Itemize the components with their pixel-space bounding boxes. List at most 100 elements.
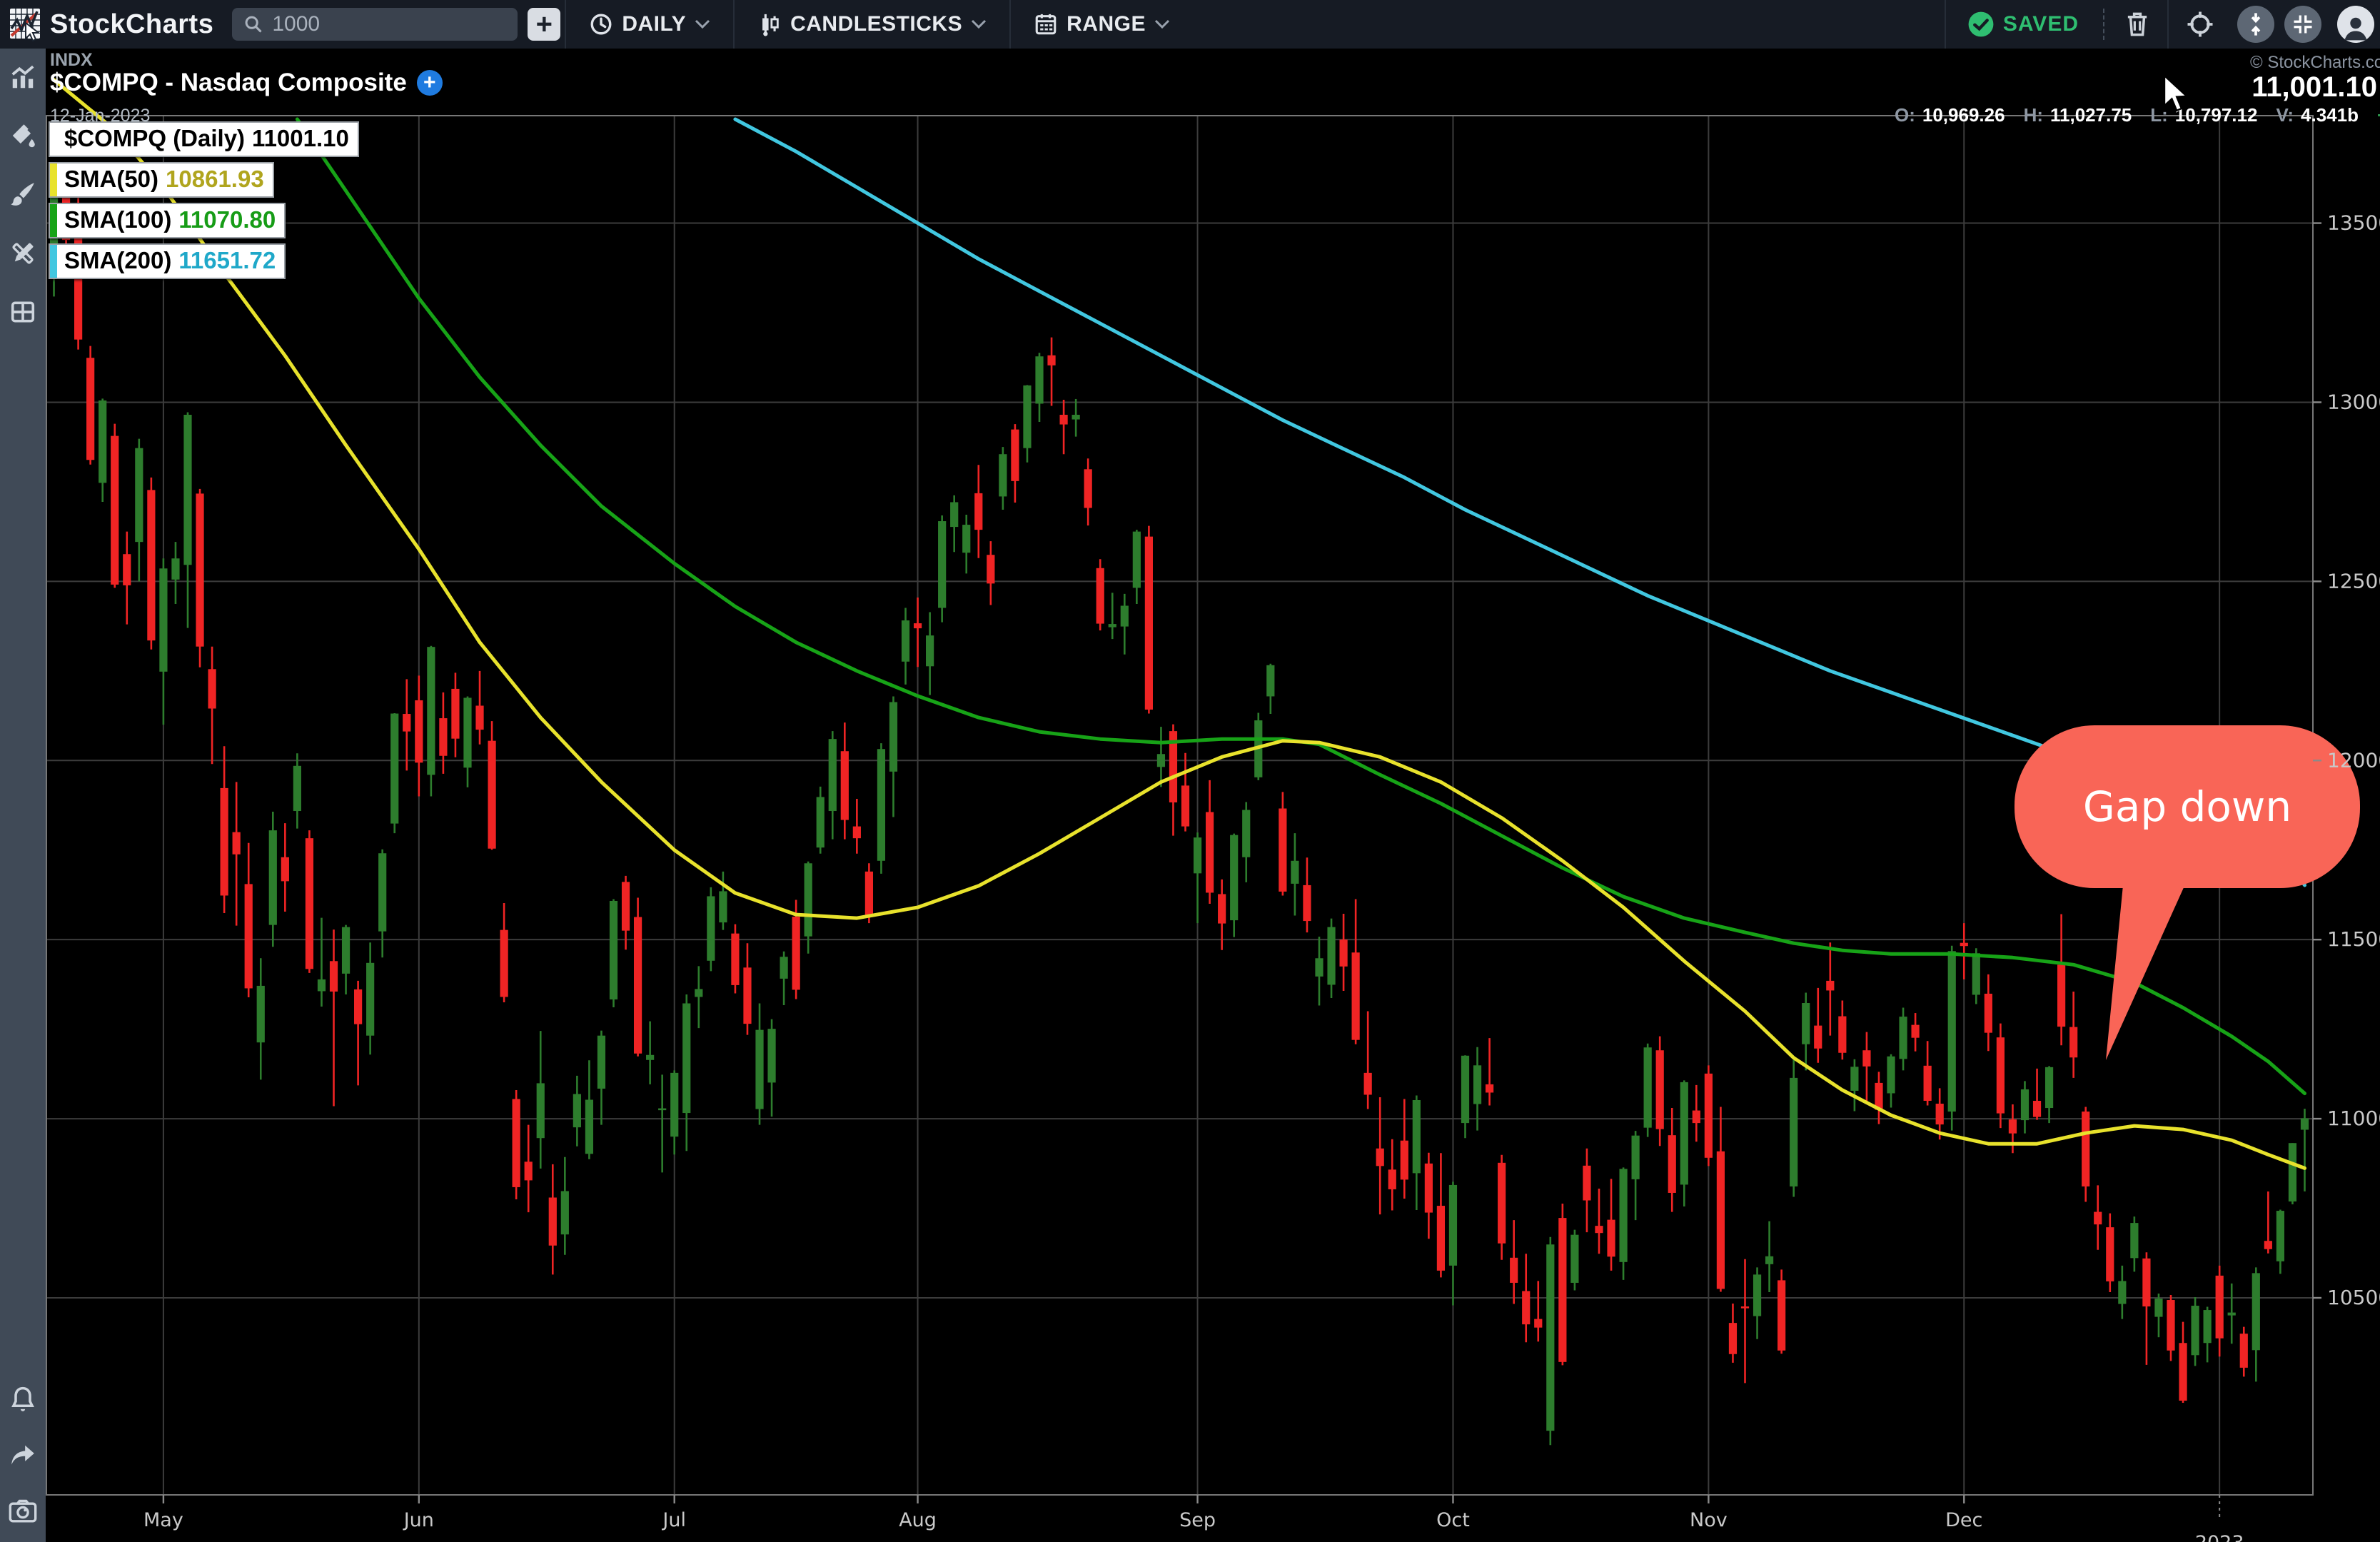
dashed-divider bbox=[2103, 9, 2104, 40]
svg-text:11500: 11500 bbox=[2327, 927, 2380, 951]
open-label: O: bbox=[1895, 104, 1915, 126]
stockcharts-logo-icon[interactable] bbox=[9, 7, 43, 41]
fill-icon[interactable] bbox=[9, 122, 36, 149]
legend-value: 11651.72 bbox=[178, 247, 276, 273]
legend-item-sma100[interactable]: SMA(100) 11070.80 bbox=[49, 203, 286, 238]
menu-range-label: RANGE bbox=[1067, 12, 1146, 36]
calendar-icon bbox=[1035, 14, 1057, 35]
volume-value: 4.341b bbox=[2301, 104, 2359, 126]
svg-text:Jun: Jun bbox=[403, 1509, 434, 1531]
user-icon bbox=[2344, 17, 2367, 41]
annotate-tools-icon[interactable] bbox=[9, 240, 36, 267]
legend-item-sma200[interactable]: SMA(200) 11651.72 bbox=[49, 243, 286, 279]
legend-item-sma50[interactable]: SMA(50) 10861.93 bbox=[49, 162, 274, 198]
search-icon bbox=[245, 16, 262, 33]
left-tool-sidebar bbox=[0, 49, 46, 1542]
camera-icon[interactable] bbox=[9, 1499, 37, 1523]
legend-swatch bbox=[50, 204, 57, 237]
menu-period[interactable]: DAILY bbox=[570, 0, 729, 49]
chevron-down-icon bbox=[972, 19, 987, 29]
clock-icon bbox=[590, 14, 612, 35]
low-label: L: bbox=[2150, 104, 2168, 126]
legend-swatch bbox=[50, 123, 57, 156]
copyright-label: © StockCharts.com bbox=[2250, 53, 2380, 72]
chevron-down-icon bbox=[1154, 19, 1170, 29]
candles-layer bbox=[49, 171, 2309, 1446]
add-symbol-icon[interactable]: + bbox=[416, 70, 443, 96]
menu-chart-type-label: CANDLESTICKS bbox=[790, 12, 963, 36]
compress-icon bbox=[2294, 15, 2312, 34]
brand-name[interactable]: StockCharts bbox=[50, 9, 214, 39]
legend-label: SMA(200) bbox=[64, 247, 172, 273]
svg-text:Sep: Sep bbox=[1179, 1509, 1216, 1531]
svg-text:12000: 12000 bbox=[2327, 748, 2380, 772]
annotation-text: Gap down bbox=[2083, 782, 2291, 831]
toolbar-divider bbox=[565, 0, 567, 49]
low-value: 10,797.12 bbox=[2174, 104, 2258, 126]
add-chart-button[interactable]: + bbox=[528, 8, 561, 41]
grid-layout-icon[interactable] bbox=[9, 298, 36, 326]
chart-title-row: $COMPQ - Nasdaq Composite + bbox=[50, 69, 443, 97]
change-value: +69.43 (+0.64%) bbox=[2377, 104, 2380, 126]
delete-chart-button[interactable] bbox=[2112, 11, 2163, 38]
chart-settings-icon[interactable] bbox=[9, 64, 36, 91]
menu-range[interactable]: RANGE bbox=[1015, 0, 1189, 49]
high-value: 11,027.75 bbox=[2050, 104, 2132, 126]
collapse-vertical-icon bbox=[2251, 13, 2261, 36]
toolbar-divider bbox=[733, 0, 735, 49]
account-button[interactable] bbox=[2337, 6, 2374, 43]
mouse-cursor bbox=[2163, 74, 2189, 112]
annotation-gap-down[interactable]: Gap down bbox=[2015, 725, 2360, 1060]
page-title: $COMPQ - Nasdaq Composite bbox=[50, 69, 407, 96]
last-price: 11,001.10 bbox=[2252, 71, 2377, 103]
legend-label: $COMPQ (Daily) bbox=[64, 125, 246, 151]
candlestick-icon bbox=[762, 14, 779, 36]
saved-label: SAVED bbox=[2002, 12, 2079, 36]
search-value: 1000 bbox=[272, 12, 321, 36]
legend-swatch bbox=[50, 245, 57, 278]
brush-icon[interactable] bbox=[9, 181, 36, 208]
toolbar-divider bbox=[1009, 0, 1012, 49]
overlay-sma50 bbox=[52, 78, 2306, 1170]
menu-chart-type[interactable]: CANDLESTICKS bbox=[739, 0, 1005, 49]
svg-text:Oct: Oct bbox=[1436, 1509, 1470, 1531]
legend-swatch bbox=[50, 163, 57, 196]
svg-text:May: May bbox=[143, 1509, 183, 1531]
svg-text:12500: 12500 bbox=[2327, 569, 2380, 593]
check-circle-icon bbox=[1968, 11, 1994, 37]
svg-text:13000: 13000 bbox=[2327, 390, 2380, 413]
symbol-search-input[interactable]: 1000 bbox=[232, 8, 518, 41]
price-chart-svg[interactable]: Gap down 10500 11000 11500 12000 12500 13000 13… bbox=[46, 49, 2380, 1542]
crosshair-icon bbox=[2187, 11, 2213, 37]
high-label: H: bbox=[2023, 104, 2043, 126]
legend-value: 10861.93 bbox=[166, 166, 264, 192]
share-icon[interactable] bbox=[9, 1443, 36, 1468]
menu-period-label: DAILY bbox=[622, 12, 687, 36]
open-value: 10,969.26 bbox=[1922, 104, 2005, 126]
overlay-sma100 bbox=[295, 117, 2306, 1096]
svg-text:13500: 13500 bbox=[2327, 211, 2380, 235]
toolbar-divider bbox=[1944, 0, 1946, 49]
saved-status: SAVED bbox=[1950, 11, 2096, 38]
svg-text:Nov: Nov bbox=[1690, 1509, 1728, 1531]
legend-label: SMA(100) bbox=[64, 206, 172, 233]
svg-text:Dec: Dec bbox=[1945, 1509, 1982, 1531]
gridlines bbox=[46, 116, 2313, 1495]
legend-value: 11070.80 bbox=[178, 206, 276, 233]
legend-item-price[interactable]: $COMPQ (Daily) 11001.10 bbox=[49, 121, 359, 157]
trash-icon bbox=[2127, 12, 2147, 36]
crosshair-tool-button[interactable] bbox=[2173, 10, 2227, 39]
top-toolbar: StockCharts 1000 + DAILY CANDLESTICKS bbox=[0, 0, 2380, 49]
plot-frame bbox=[46, 115, 2314, 1496]
legend-value: 11001.10 bbox=[252, 125, 349, 151]
svg-text:2023: 2023 bbox=[2195, 1532, 2244, 1542]
ohlc-readout: O: 10,969.26 H: 11,027.75 L: 10,797.12 V: 4.… bbox=[1895, 104, 2380, 126]
exchange-label: INDX bbox=[50, 50, 93, 70]
chart-legend: $COMPQ (Daily) 11001.10 SMA(50) 10861.93 S… bbox=[49, 121, 359, 284]
exit-fullscreen-button[interactable] bbox=[2284, 6, 2321, 43]
collapse-vertical-button[interactable] bbox=[2237, 6, 2274, 43]
chevron-down-icon bbox=[695, 19, 710, 29]
axis-labels: 10500 11000 11500 12000 12500 13000 13500 May Ju… bbox=[143, 211, 2380, 1542]
bell-icon[interactable] bbox=[9, 1385, 36, 1414]
volume-label: V: bbox=[2276, 104, 2294, 126]
